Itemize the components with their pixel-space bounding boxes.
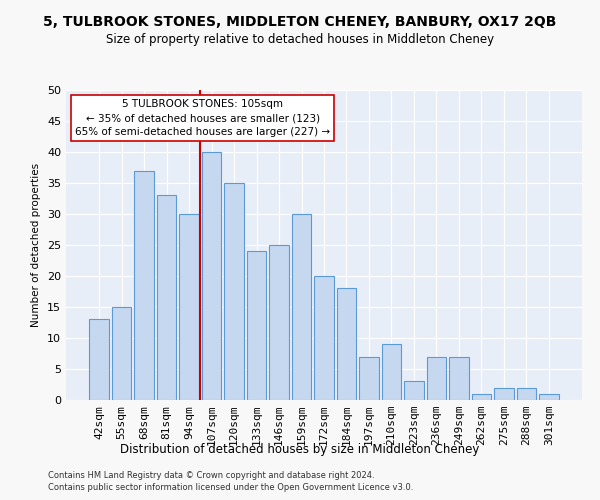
- Bar: [472, 394, 491, 400]
- Text: 5, TULBROOK STONES, MIDDLETON CHENEY, BANBURY, OX17 2QB: 5, TULBROOK STONES, MIDDLETON CHENEY, BA…: [43, 15, 557, 29]
- Text: Distribution of detached houses by size in Middleton Cheney: Distribution of detached houses by size …: [121, 442, 479, 456]
- Bar: [517, 388, 536, 400]
- Bar: [314, 276, 334, 400]
- Text: 5 TULBROOK STONES: 105sqm
← 35% of detached houses are smaller (123)
65% of semi: 5 TULBROOK STONES: 105sqm ← 35% of detac…: [75, 100, 331, 138]
- Bar: [539, 394, 559, 400]
- Text: Contains HM Land Registry data © Crown copyright and database right 2024.: Contains HM Land Registry data © Crown c…: [48, 470, 374, 480]
- Bar: [134, 170, 154, 400]
- Bar: [292, 214, 311, 400]
- Bar: [269, 245, 289, 400]
- Bar: [247, 251, 266, 400]
- Bar: [449, 356, 469, 400]
- Bar: [202, 152, 221, 400]
- Bar: [224, 183, 244, 400]
- Bar: [112, 307, 131, 400]
- Bar: [157, 196, 176, 400]
- Bar: [382, 344, 401, 400]
- Y-axis label: Number of detached properties: Number of detached properties: [31, 163, 41, 327]
- Bar: [404, 382, 424, 400]
- Bar: [179, 214, 199, 400]
- Bar: [359, 356, 379, 400]
- Text: Contains public sector information licensed under the Open Government Licence v3: Contains public sector information licen…: [48, 483, 413, 492]
- Text: Size of property relative to detached houses in Middleton Cheney: Size of property relative to detached ho…: [106, 32, 494, 46]
- Bar: [337, 288, 356, 400]
- Bar: [494, 388, 514, 400]
- Bar: [89, 320, 109, 400]
- Bar: [427, 356, 446, 400]
